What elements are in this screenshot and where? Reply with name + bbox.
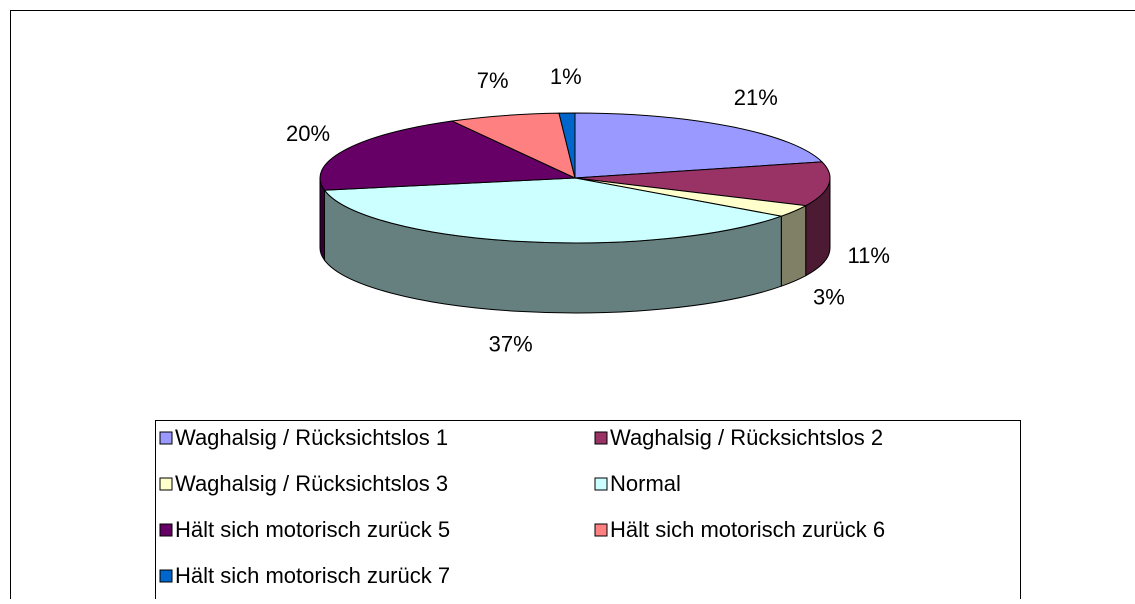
legend-swatch xyxy=(160,524,172,536)
legend-label: Hält sich motorisch zurück 5 xyxy=(175,517,450,542)
slice-side xyxy=(320,178,325,260)
data-label: 7% xyxy=(477,68,509,93)
legend-label: Hält sich motorisch zurück 7 xyxy=(175,563,450,588)
legend-label: Hält sich motorisch zurück 6 xyxy=(610,517,885,542)
data-label: 1% xyxy=(550,64,582,89)
legend-swatch xyxy=(595,432,607,444)
legend-label: Waghalsig / Rücksichtslos 2 xyxy=(610,425,883,450)
data-label: 3% xyxy=(813,285,845,310)
legend-swatch xyxy=(160,432,172,444)
legend-label: Waghalsig / Rücksichtslos 3 xyxy=(175,471,448,496)
legend-swatch xyxy=(595,478,607,490)
data-label: 37% xyxy=(489,331,533,356)
data-label: 21% xyxy=(734,85,778,110)
data-label: 11% xyxy=(847,243,889,268)
slice-side xyxy=(781,206,805,287)
legend-swatch xyxy=(160,478,172,490)
legend-swatch xyxy=(595,524,607,536)
data-label: 20% xyxy=(286,121,330,146)
legend-swatch xyxy=(160,570,172,582)
legend-label: Normal xyxy=(610,471,681,496)
legend-label: Waghalsig / Rücksichtslos 1 xyxy=(175,425,448,450)
